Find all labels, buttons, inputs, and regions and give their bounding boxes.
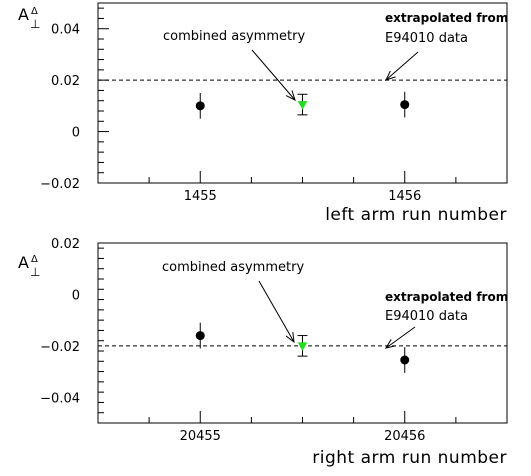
annotation-arrow xyxy=(259,281,294,342)
chart-panel-2: −0.04 −0.02 0 0.02 20455 20456 right arm run n… xyxy=(18,237,508,468)
y-tick-label: 0 xyxy=(72,288,80,303)
data-point xyxy=(196,101,205,110)
x-tick-label: 1455 xyxy=(184,189,217,204)
x-tick-label: 20455 xyxy=(180,429,221,444)
y-axis-label-superscript: Δ xyxy=(31,254,38,265)
y-tick-label: 0.04 xyxy=(51,23,80,38)
annotation-arrow xyxy=(252,50,295,100)
annotation-arrow xyxy=(386,52,418,80)
y-axis-label: A xyxy=(18,253,29,272)
y-axis-label-superscript: Δ xyxy=(31,6,38,17)
annotation-arrow xyxy=(386,327,415,348)
x-tick-label: 1456 xyxy=(388,189,421,204)
y-tick-label: 0 xyxy=(72,126,80,141)
y-tick-label: 0.02 xyxy=(51,237,80,252)
annotation-arrowhead xyxy=(286,332,294,342)
annotation-combined-asymmetry: combined asymmetry xyxy=(162,260,304,275)
x-tick-label: 20456 xyxy=(384,429,425,444)
y-tick-label: −0.02 xyxy=(40,340,80,355)
annotation-combined-asymmetry: combined asymmetry xyxy=(163,29,305,44)
y-tick-label: −0.02 xyxy=(40,177,80,192)
data-point xyxy=(400,356,409,365)
data-point-combined xyxy=(299,343,307,350)
annotation-source-data: E94010 data xyxy=(385,309,468,324)
x-axis-label: left arm run number xyxy=(325,205,507,225)
annotation-extrapolated: extrapolated from xyxy=(385,290,508,304)
y-axis-label-subscript: ⊥ xyxy=(30,17,40,31)
x-axis-label: right arm run number xyxy=(312,448,507,468)
data-point-combined xyxy=(299,102,307,109)
y-tick-label: 0.02 xyxy=(51,74,80,89)
y-axis-label: A xyxy=(18,5,29,24)
y-axis-label-subscript: ⊥ xyxy=(30,265,40,279)
y-tick-label: −0.04 xyxy=(40,391,80,406)
data-point xyxy=(400,100,409,109)
annotation-source-data: E94010 data xyxy=(385,31,468,46)
data-point xyxy=(196,331,205,340)
annotation-extrapolated: extrapolated from xyxy=(385,11,508,25)
